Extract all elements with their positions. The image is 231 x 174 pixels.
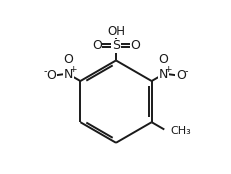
- Text: N: N: [64, 68, 73, 81]
- Text: O: O: [175, 69, 185, 82]
- Text: O: O: [63, 53, 73, 66]
- Text: +: +: [69, 65, 76, 74]
- Text: O: O: [46, 69, 56, 82]
- Text: OH: OH: [106, 25, 125, 38]
- Text: O: O: [130, 39, 140, 52]
- Text: CH₃: CH₃: [170, 126, 190, 136]
- Text: -: -: [43, 66, 47, 76]
- Text: +: +: [164, 65, 171, 74]
- Text: -: -: [184, 66, 188, 76]
- Text: O: O: [91, 39, 101, 52]
- Text: S: S: [112, 39, 119, 52]
- Text: O: O: [158, 53, 168, 66]
- Text: N: N: [158, 68, 167, 81]
